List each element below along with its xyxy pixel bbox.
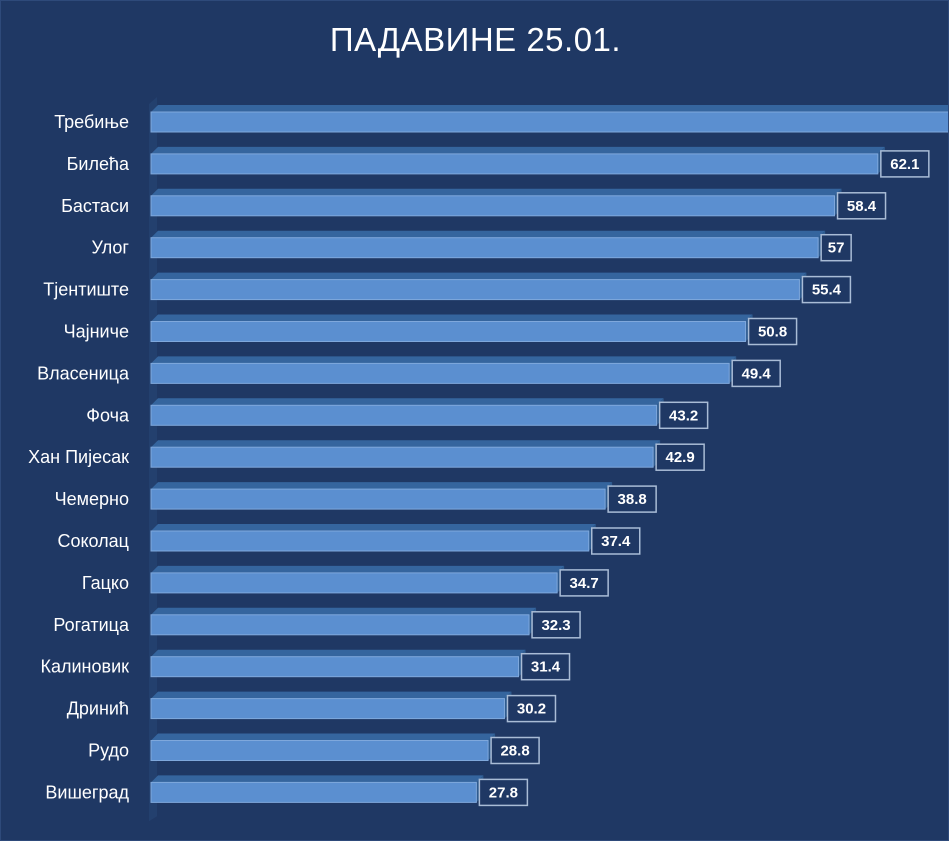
bar-top-face — [151, 649, 526, 657]
chart-title: ПАДАВИНЕ 25.01. — [329, 21, 622, 58]
bar — [150, 614, 530, 636]
value-label: 50.8 — [758, 324, 787, 341]
value-label: 27.8 — [489, 784, 518, 801]
category-label: Тјентиште — [43, 280, 129, 300]
value-label: 55.4 — [812, 282, 842, 299]
value-label-box — [836, 192, 887, 220]
bar — [150, 237, 819, 259]
category-label: Чемерно — [55, 489, 129, 509]
value-label: 32.3 — [541, 617, 570, 634]
bar — [150, 781, 477, 803]
value-label: 62.1 — [890, 156, 919, 173]
bar-top-face — [151, 105, 948, 112]
category-label: Калиновик — [41, 657, 130, 677]
value-label-box — [731, 359, 781, 388]
value-label-box — [607, 485, 657, 513]
bar — [150, 404, 658, 426]
value-label-box — [655, 443, 705, 471]
bar — [150, 321, 747, 342]
value-label: 58.4 — [847, 198, 877, 215]
value-label-box — [590, 527, 641, 555]
value-label-box — [506, 694, 557, 723]
category-label: Фоча — [86, 405, 130, 425]
bar-top-face — [151, 775, 484, 783]
value-label-box — [880, 150, 930, 178]
bar-top-face — [151, 230, 826, 238]
category-label: Дринић — [67, 699, 129, 719]
bar-top-face — [151, 691, 512, 699]
bar — [150, 111, 948, 133]
bar — [150, 572, 558, 594]
category-label: Хан Пијесак — [28, 447, 129, 467]
value-label-box — [520, 652, 571, 681]
category-label: Соколац — [57, 531, 129, 551]
category-label: Чајниче — [64, 322, 129, 342]
category-label: Требиње — [54, 112, 129, 132]
category-label: Гацко — [82, 573, 129, 593]
value-label: 57 — [828, 240, 845, 257]
value-label-box — [820, 233, 852, 262]
bar-top-face — [151, 440, 661, 448]
bar — [150, 279, 800, 301]
bar-top-face — [151, 482, 613, 490]
category-label: Улог — [91, 238, 129, 258]
value-label-box — [531, 611, 581, 639]
value-label: 37.4 — [601, 533, 631, 550]
value-label: 28.8 — [500, 743, 529, 760]
bar — [150, 740, 489, 761]
bar — [150, 656, 520, 678]
value-label: 42.9 — [666, 449, 695, 466]
value-label: 31.4 — [531, 659, 561, 676]
bar — [150, 530, 590, 552]
bar — [150, 488, 606, 510]
bar-top-face — [151, 398, 664, 406]
value-label: 49.4 — [742, 365, 772, 382]
value-label-box — [559, 569, 609, 597]
bar — [150, 362, 730, 384]
category-label: Власеница — [37, 363, 130, 383]
bar — [150, 153, 879, 175]
bar-top-face — [151, 733, 496, 741]
value-label: 38.8 — [618, 491, 647, 508]
bar-top-face — [151, 188, 842, 196]
plot-area: Требиње77.1Билећа62.1Бастаси58.4Улог57Тј… — [28, 97, 948, 822]
category-label: Бастаси — [61, 196, 129, 216]
value-label-box — [490, 736, 540, 765]
category-label: Билећа — [67, 154, 130, 174]
value-label-box — [747, 317, 798, 346]
value-label: 43.2 — [669, 407, 698, 424]
bar-top-face — [151, 607, 537, 615]
category-label: Вишеград — [45, 782, 129, 802]
category-label: Рудо — [88, 741, 129, 761]
bar-top-face — [151, 272, 807, 280]
bar-top-face — [151, 146, 885, 154]
bar-top-face — [151, 356, 737, 364]
bar — [150, 195, 836, 217]
bar-top-face — [151, 314, 753, 322]
bar — [150, 446, 654, 468]
bar-top-face — [151, 524, 596, 531]
value-label-box — [658, 401, 709, 430]
bar — [150, 698, 505, 720]
category-label: Рогатица — [53, 615, 130, 635]
value-label: 34.7 — [570, 575, 599, 592]
value-label-box — [801, 275, 852, 304]
value-label-box — [478, 778, 529, 807]
value-label: 30.2 — [517, 701, 546, 718]
bar-top-face — [151, 565, 565, 573]
